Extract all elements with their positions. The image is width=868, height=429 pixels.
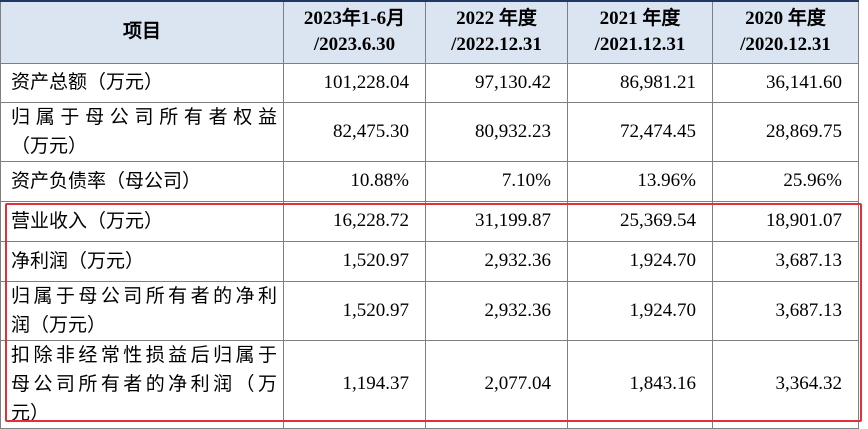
row-label: 扣除非经常性损益后归属于 母公司所有者的净利润（万 元）	[0, 339, 284, 429]
value-cell: 1,924.70	[567, 240, 713, 282]
header-text: 项目	[122, 21, 161, 43]
value-cell: 1,843.16	[567, 339, 713, 429]
header-cell: 项目	[0, 0, 284, 64]
value-cell: 1,924.70	[567, 280, 713, 341]
data-row: 扣除非经常性损益后归属于 母公司所有者的净利润（万 元） 1,194.37 2,077.…	[0, 339, 859, 429]
value-cell: 3,687.13	[712, 280, 859, 341]
label-text: 润（万元）	[11, 314, 107, 336]
value-cell: 3,364.32	[712, 339, 859, 429]
value-cell: 80,932.23	[425, 101, 568, 162]
label-text: 净利润（万元）	[11, 250, 145, 272]
value-cell: 1,520.97	[283, 280, 426, 341]
label-text: 元）	[11, 402, 50, 424]
data-row: 归属于母公司所有者的净利 润（万元） 1,520.97 2,932.36 1,924.7…	[0, 280, 859, 341]
header-text: /2023.6.30	[313, 34, 396, 56]
row-label: 归属于母公司所有者权益 （万元）	[0, 101, 284, 162]
label-text: 扣除非经常性损益后归属于	[11, 344, 277, 366]
value-cell: 97,130.42	[425, 62, 568, 103]
value-cell: 25.96%	[712, 160, 859, 202]
value-cell: 72,474.45	[567, 101, 713, 162]
value-cell: 2,077.04	[425, 339, 568, 429]
value-cell: 2,932.36	[425, 280, 568, 341]
header-cell: 2021 年度/2021.12.31	[567, 0, 713, 64]
label-text: 营业收入（万元）	[11, 210, 164, 232]
value-cell: 86,981.21	[567, 62, 713, 103]
row-label: 归属于母公司所有者的净利 润（万元）	[0, 280, 284, 341]
row-label: 资产负债率（母公司）	[0, 160, 284, 202]
value-cell: 13.96%	[567, 160, 713, 202]
label-text: 资产负债率（母公司）	[11, 170, 202, 192]
label-text: 资产总额（万元）	[11, 72, 164, 93]
value-cell: 31,199.87	[425, 200, 568, 242]
value-cell: 82,475.30	[283, 101, 426, 162]
header-text: /2022.12.31	[451, 34, 542, 56]
value-cell: 10.88%	[283, 160, 426, 202]
label-text: （万元）	[11, 135, 88, 157]
row-label: 资产总额（万元）	[0, 62, 284, 103]
value-cell: 1,194.37	[283, 339, 426, 429]
header-text: /2021.12.31	[594, 34, 686, 56]
header-text: /2020.12.31	[740, 34, 831, 56]
label-text: 归属于母公司所有者权益	[11, 106, 277, 128]
data-row: 资产负债率（母公司） 10.88% 7.10% 13.96% 25.96%	[0, 160, 859, 202]
value-cell: 101,228.04	[283, 62, 426, 103]
row-label: 净利润（万元）	[0, 240, 284, 282]
header-cell: 2022 年度/2022.12.31	[425, 0, 568, 64]
data-row: 资产总额（万元） 101,228.04 97,130.42 86,981.21 36,1…	[0, 62, 859, 103]
value-cell: 36,141.60	[712, 62, 859, 103]
value-cell: 28,869.75	[712, 101, 859, 162]
value-cell: 18,901.07	[712, 200, 859, 242]
value-cell: 25,369.54	[567, 200, 713, 242]
highlight-box	[5, 203, 862, 422]
header-text: 2022 年度	[456, 8, 537, 30]
data-row: 归属于母公司所有者权益 （万元） 82,475.30 80,932.23 72,474.…	[0, 101, 859, 162]
data-row: 净利润（万元） 1,520.97 2,932.36 1,924.70 3,687.13	[0, 240, 859, 282]
header-text: 2023年1-6月	[303, 8, 406, 30]
header-row: 项目 2023年1-6月/2023.6.30 2022 年度/2022.12.31 2…	[0, 0, 859, 64]
header-cell: 2023年1-6月/2023.6.30	[283, 0, 426, 64]
header-text: 2021 年度	[599, 8, 681, 30]
header-cell: 2020 年度/2020.12.31	[712, 0, 859, 64]
label-text: 归属于母公司所有者的净利	[11, 285, 277, 307]
header-text: 2020 年度	[745, 8, 826, 30]
value-cell: 7.10%	[425, 160, 568, 202]
label-text: 母公司所有者的净利润（万	[11, 373, 277, 395]
